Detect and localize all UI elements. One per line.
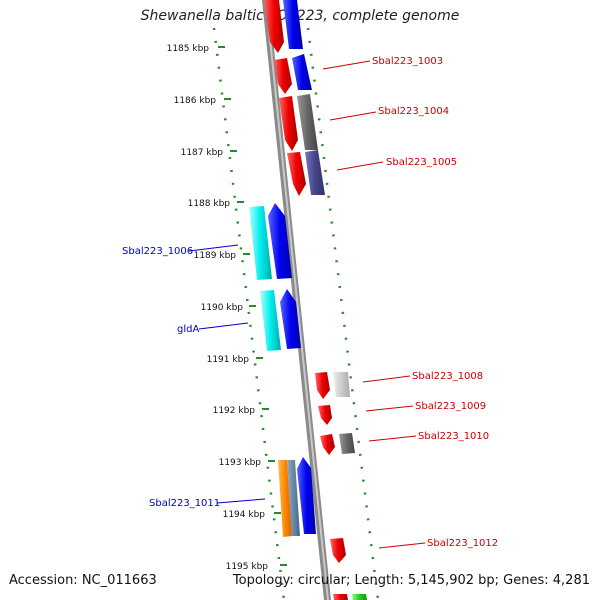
gene-arrow-gray[interactable]: [333, 372, 350, 397]
gene-arrow-cyan[interactable]: [249, 206, 272, 280]
label-leader-line: [378, 542, 426, 549]
label-leader-line: [322, 60, 371, 70]
gene-label[interactable]: Sbal223_1012: [427, 538, 498, 549]
gene-label[interactable]: Sbal223_1010: [418, 431, 489, 442]
label-leader-line: [198, 322, 249, 330]
accession-text: Accession: NC_011663: [9, 573, 157, 588]
gene-arrow-cyan[interactable]: [260, 290, 281, 351]
tick-group: 1185 kbp 1186 kbp 1187 kbp 1188 kbp 1189…: [167, 44, 287, 572]
gene-arrow-slate[interactable]: [287, 460, 300, 536]
gene-label[interactable]: Sbal223_1006: [122, 246, 193, 257]
gene-arrow-gray[interactable]: [339, 433, 355, 454]
gene-arrow-forward[interactable]: [330, 538, 346, 563]
tick-label: 1185 kbp: [167, 44, 210, 54]
tick-label: 1192 kbp: [213, 406, 256, 416]
label-leader-line: [329, 111, 377, 121]
gene-label[interactable]: Sbal223_1005: [386, 157, 457, 168]
label-leader-line: [368, 435, 417, 442]
gene-arrow-forward[interactable]: [279, 96, 298, 151]
tick-label: 1189 kbp: [194, 251, 237, 261]
tick-label: 1188 kbp: [188, 199, 231, 209]
gene-arrow-reverse[interactable]: [297, 457, 316, 534]
gene-cluster-lower: [278, 372, 367, 600]
gene-arrow-forward[interactable]: [264, 0, 284, 53]
gene-cluster-top: [264, 0, 325, 196]
gene-arrow-forward[interactable]: [318, 405, 332, 425]
gene-label[interactable]: Sbal223_1011: [149, 498, 220, 509]
label-leader-line: [362, 375, 411, 383]
gene-arrow-forward[interactable]: [274, 58, 292, 94]
label-leader-line: [188, 244, 239, 252]
label-leader-line: [336, 161, 384, 171]
gene-arrow-reverse[interactable]: [297, 94, 318, 150]
gene-arrow-reverse[interactable]: [292, 54, 312, 90]
tick-label: 1191 kbp: [207, 355, 250, 365]
gene-label[interactable]: Sbal223_1009: [415, 401, 486, 412]
gene-label[interactable]: gldA: [177, 324, 199, 335]
gene-arrow-reverse[interactable]: [283, 0, 303, 49]
gene-arrow-reverse[interactable]: [280, 289, 301, 349]
tick-label: 1195 kbp: [226, 562, 269, 572]
label-leader-line: [216, 498, 266, 504]
label-leader-line: [365, 405, 414, 412]
tick-label: 1187 kbp: [181, 148, 224, 158]
map-title: Shewanella baltica OS223, complete genom…: [140, 8, 460, 24]
gene-arrow-forward[interactable]: [315, 372, 330, 399]
tick-label: 1193 kbp: [219, 458, 262, 468]
gene-label[interactable]: Sbal223_1008: [412, 371, 483, 382]
left-labels: Sbal223_1006 gldA Sbal223_1011: [122, 244, 266, 509]
genome-backbone-highlight: [265, 0, 329, 600]
gene-arrow-reverse[interactable]: [305, 150, 325, 195]
gene-arrow-forward[interactable]: [333, 594, 348, 600]
tick-label: 1190 kbp: [201, 303, 244, 313]
topology-text: Topology: circular; Length: 5,145,902 bp…: [232, 573, 590, 588]
gene-label[interactable]: Sbal223_1003: [372, 56, 443, 67]
tick-label: 1194 kbp: [223, 510, 266, 520]
gene-arrow-reverse[interactable]: [268, 203, 292, 279]
right-labels: Sbal223_1003 Sbal223_1004 Sbal223_1005 S…: [322, 56, 498, 549]
gene-cluster-middle: [249, 203, 301, 351]
gene-arrow-forward[interactable]: [320, 434, 335, 455]
gene-label[interactable]: Sbal223_1004: [378, 106, 449, 117]
tick-label: 1186 kbp: [174, 96, 217, 106]
gene-arrow-green[interactable]: [352, 594, 367, 600]
gene-arrow-forward[interactable]: [287, 152, 306, 196]
gene-arrow-orange[interactable]: [278, 460, 292, 537]
